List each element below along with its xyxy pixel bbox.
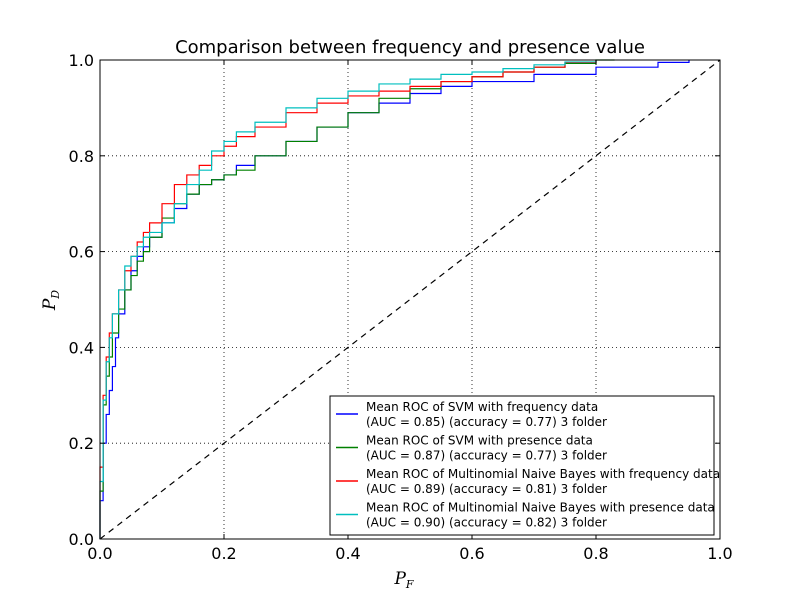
x-tick-label: 0.2 [211, 544, 236, 563]
legend-note-1: (AUC = 0.85) (accuracy = 0.77) 3 folder [366, 415, 607, 429]
plot-area-frame [99, 59, 721, 540]
legend-note-2: (AUC = 0.87) (accuracy = 0.77) 3 folder [366, 449, 607, 463]
x-tick-label: 0.4 [335, 544, 360, 563]
legend-box [329, 395, 715, 536]
legend-label-3: Mean ROC of Multinomial Naive Bayes with… [366, 467, 720, 481]
x-tick-label: 0.0 [87, 544, 112, 563]
y-tick-label: 0.2 [69, 434, 94, 453]
legend-label-2: Mean ROC of SVM with presence data [366, 434, 593, 448]
legend-label-1: Mean ROC of SVM with frequency data [366, 400, 598, 414]
y-tick-label: 0.6 [69, 243, 94, 262]
y-tick-label: 1.0 [69, 51, 94, 70]
legend: Mean ROC of SVM with frequency data(AUC … [329, 395, 720, 536]
y-tick-label: 0.0 [69, 530, 94, 549]
x-axis-label: PF [393, 569, 413, 591]
y-tick-label: 0.4 [69, 338, 94, 357]
reference-diagonal [99, 59, 721, 540]
reference-line [99, 59, 721, 540]
x-tick-label: 0.8 [583, 544, 608, 563]
legend-note-4: (AUC = 0.90) (accuracy = 0.82) 3 folder [366, 516, 607, 530]
x-tick-label: 0.6 [459, 544, 484, 563]
legend-note-3: (AUC = 0.89) (accuracy = 0.81) 3 folder [366, 482, 607, 496]
series-line-4 [99, 60, 597, 539]
series-lines [99, 59, 690, 539]
y-tick-label: 0.8 [69, 147, 94, 166]
chart-title: Comparison between frequency and presenc… [175, 37, 645, 58]
axis-ticks: 0.0 0.2 0.4 0.6 0.8 1.0 0.0 0.2 0.4 0.6 0.8 1.0 [69, 51, 733, 563]
y-axis-label: PD [40, 290, 62, 311]
x-tick-label: 1.0 [707, 544, 732, 563]
legend-label-4: Mean ROC of Multinomial Naive Bayes with… [366, 501, 715, 515]
